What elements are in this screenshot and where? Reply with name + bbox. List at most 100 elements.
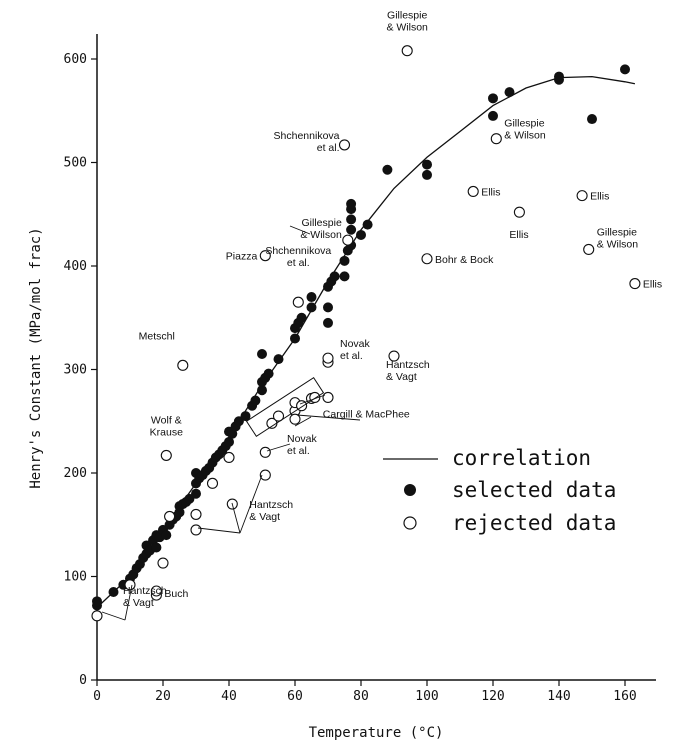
selected-data-point — [290, 333, 300, 344]
rejected-data-point — [259, 250, 271, 262]
annotation-label: et al. — [287, 445, 310, 457]
selected-data-point — [362, 219, 373, 230]
y-tick-label: 400 — [64, 259, 87, 274]
annotation-label: Hantzsch — [386, 359, 430, 371]
rejected-data-point — [401, 45, 413, 57]
annotation-label: & Wilson — [504, 130, 546, 142]
selected-data-point — [306, 292, 317, 303]
legend-label-selected: selected data — [452, 478, 616, 502]
rejected-data-point — [490, 133, 502, 145]
annotation-label: Ellis — [643, 279, 662, 291]
rejected-data-point — [342, 234, 354, 246]
annotation-label: et al. — [317, 142, 340, 154]
annotation-label: & Wilson — [597, 238, 639, 250]
selected-data-point — [504, 87, 515, 98]
annotation-label: Gillespie — [597, 226, 637, 238]
rejected-data-point — [292, 296, 304, 308]
selected-data-point — [346, 214, 357, 225]
selected-data-point — [151, 542, 162, 553]
annotation-label: Ellis — [509, 229, 528, 241]
selected-data-point — [323, 317, 333, 328]
correlation-layer — [96, 75, 636, 608]
x-tick-label: 100 — [415, 689, 438, 704]
selected-data-point — [356, 229, 366, 240]
legend-filled-circle-icon — [404, 484, 416, 496]
rejected-data-point — [576, 190, 588, 202]
x-ticks: 0 20 40 60 80 100 120 140 160 — [93, 680, 637, 704]
annotation-label: Shchennikova — [265, 245, 331, 257]
legend-label-correlation: correlation — [452, 446, 591, 470]
rejected-data-point — [322, 352, 334, 364]
rejected-data-point — [467, 185, 479, 198]
selected-data-point — [488, 110, 498, 121]
annotation-label: Bohr & Bock — [435, 254, 494, 266]
selected-data-point — [329, 271, 340, 282]
rejected-data-point — [190, 524, 202, 536]
annotation-label: & Vagt — [386, 371, 417, 383]
annotation-label: Krause — [150, 426, 183, 438]
y-ticks: 0 100 200 300 400 500 600 — [64, 52, 97, 688]
selected-data-point — [422, 169, 432, 180]
rejected-data-point — [272, 410, 285, 422]
rejected-data-point — [177, 359, 189, 371]
cargill-macphee-box — [245, 376, 325, 438]
selected-data-point — [422, 159, 432, 170]
annotation-label: et al. — [340, 350, 363, 362]
selected-data-point — [224, 436, 234, 447]
annotation-label: Hantzsch — [123, 585, 167, 597]
rejected-data-point — [259, 469, 271, 481]
selected-data-point — [339, 271, 350, 282]
annotation-label: & Vagt — [249, 511, 280, 523]
rejected-data-point — [223, 451, 235, 464]
selected-data-point — [339, 255, 350, 266]
selected-data-point — [250, 395, 261, 406]
annotation-label: Novak — [287, 433, 318, 445]
y-tick-label: 600 — [64, 52, 87, 67]
annotation-label: Piazza — [226, 251, 258, 263]
rejected-data-point — [338, 139, 351, 151]
rejected-data-point — [206, 477, 219, 489]
rejected-data-point — [91, 610, 103, 622]
rejected-data-point — [157, 557, 169, 569]
selected-data-point — [346, 198, 357, 209]
plot-area — [96, 34, 656, 681]
x-tick-label: 120 — [481, 689, 504, 704]
selected-data-point — [263, 368, 274, 379]
x-tick-label: 160 — [613, 689, 636, 704]
selected-data-point — [620, 64, 630, 75]
y-tick-label: 500 — [64, 156, 87, 171]
selected-data-point — [296, 312, 307, 323]
annotation-label: & Wilson — [386, 22, 428, 34]
y-tick-label: 200 — [64, 466, 87, 481]
legend-label-rejected: rejected data — [452, 511, 616, 535]
annotation-label: Metschl — [139, 330, 175, 342]
x-tick-label: 40 — [221, 689, 237, 704]
rejected-data-point — [150, 585, 162, 597]
rejected-data-point — [124, 579, 136, 591]
selected-data-point — [92, 596, 102, 607]
annotation-label: Wolf & — [151, 414, 182, 426]
annotation-label: Gillespie — [302, 217, 342, 229]
rejected-data-point — [259, 446, 271, 458]
y-tick-label: 300 — [64, 363, 87, 378]
rejected-data-point — [160, 449, 172, 461]
selected-data-point — [108, 587, 119, 598]
annotation-label: Novak — [340, 338, 371, 350]
annotation-label: et al. — [287, 257, 310, 269]
x-tick-label: 60 — [287, 689, 303, 704]
rejected-data-point — [629, 278, 641, 290]
x-tick-label: 20 — [155, 689, 171, 704]
annotation-label: Shchennikova — [274, 130, 340, 142]
y-axis-title: Henry's Constant (MPa/mol frac) — [28, 227, 44, 488]
rejected-data-point — [583, 243, 595, 255]
legend: correlation selected data rejected data — [383, 446, 616, 535]
annotation-label: Buch — [164, 588, 188, 600]
annotation-label: Ellis — [481, 186, 500, 198]
x-axis-title: Temperature (°C) — [309, 725, 444, 741]
selected-data-point — [191, 488, 201, 499]
correlation-line — [96, 75, 636, 608]
selected-data-point — [273, 354, 284, 365]
selected-data-point — [382, 164, 393, 175]
annotation-label: & Wilson — [300, 229, 342, 241]
